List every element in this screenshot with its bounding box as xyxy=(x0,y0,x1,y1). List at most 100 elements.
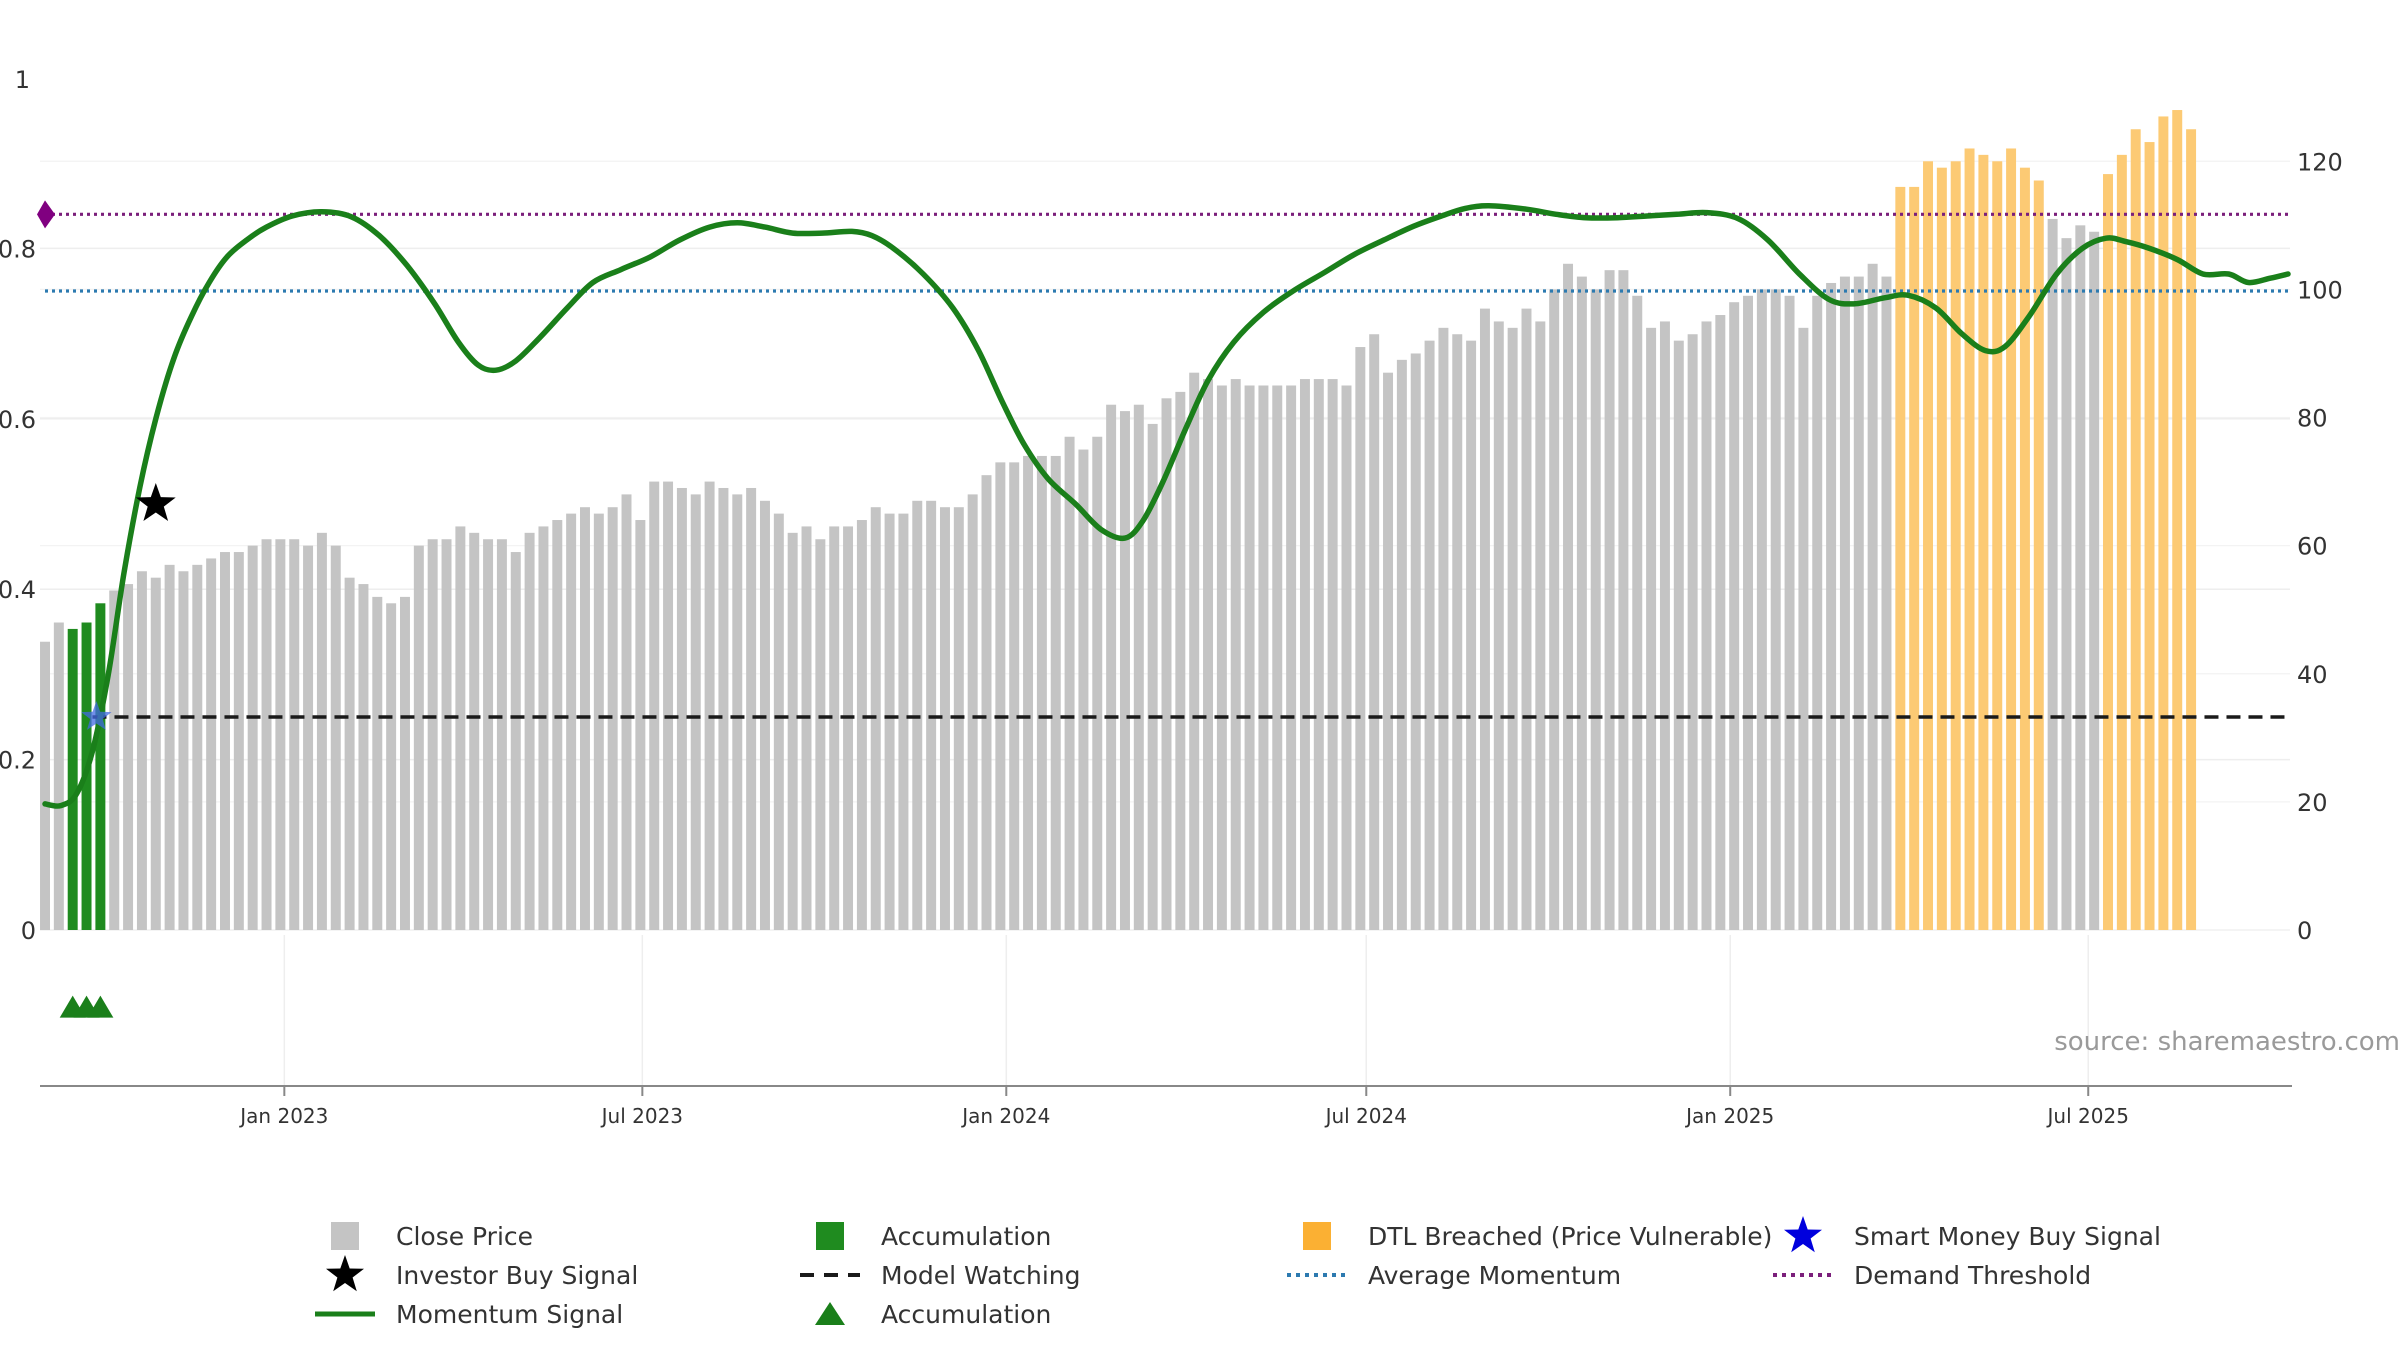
price-bar-close xyxy=(372,596,383,930)
price-bar-close xyxy=(2047,218,2058,930)
price-bar-close xyxy=(1687,334,1698,930)
price-bar-close xyxy=(732,494,743,930)
price-bar-close xyxy=(1355,347,1366,930)
price-bar-close xyxy=(1867,263,1878,930)
signal-markers xyxy=(37,200,176,1018)
price-bar-close xyxy=(233,552,244,930)
price-bar-accumulation xyxy=(95,603,106,930)
price-bar-dtl xyxy=(1923,161,1933,930)
price-bar-close xyxy=(746,487,757,930)
price-bar-close xyxy=(856,520,867,930)
price-bar-close xyxy=(967,494,978,930)
price-bar-accumulation xyxy=(67,628,78,930)
price-bar-close xyxy=(1798,327,1809,931)
price-bar-close xyxy=(663,481,674,930)
price-bar-close xyxy=(1618,270,1629,930)
price-bar-close xyxy=(538,526,549,930)
legend-swatch xyxy=(326,1255,364,1292)
price-bar-close xyxy=(330,545,341,930)
price-bar-close xyxy=(1023,455,1034,930)
price-bar-close xyxy=(1216,385,1227,930)
legend-item-dot-blue: Average Momentum xyxy=(1287,1261,1621,1290)
price-bar-close xyxy=(1590,289,1601,930)
price-bar-close xyxy=(1299,379,1310,931)
price-bar-close xyxy=(1659,321,1670,930)
price-bar-close xyxy=(1632,295,1643,930)
price-bar-close xyxy=(164,564,175,930)
investor-buy-signal-star xyxy=(135,483,176,521)
price-bar-dtl xyxy=(2019,167,2030,930)
price-bar-close xyxy=(1604,270,1615,930)
legend-label: Model Watching xyxy=(881,1261,1081,1290)
legend-item-dot-purple: Demand Threshold xyxy=(1773,1261,2091,1290)
price-bar-close xyxy=(1106,404,1117,931)
price-bar-close xyxy=(1009,462,1020,930)
legend-label: Accumulation xyxy=(881,1222,1051,1251)
price-bar-close xyxy=(649,481,660,930)
x-tick-label: Jul 2025 xyxy=(2046,1104,2129,1128)
legend-swatch xyxy=(816,1222,844,1250)
price-bar-close xyxy=(2061,238,2072,930)
price-bar-close xyxy=(1701,321,1712,930)
legend-item-square-gray: Close Price xyxy=(331,1222,533,1251)
price-bar-close xyxy=(621,494,632,930)
price-bar-close xyxy=(1313,379,1324,931)
price-bar-close xyxy=(483,539,494,930)
price-bar-close xyxy=(1244,385,1255,930)
price-bar-close xyxy=(1452,334,1463,930)
price-bar-close xyxy=(1424,340,1435,930)
momentum-line-group xyxy=(42,203,2291,809)
legend-item-star-black: Investor Buy Signal xyxy=(326,1255,638,1292)
price-bar-dtl xyxy=(1950,161,1961,930)
x-tick-label: Jan 2023 xyxy=(238,1104,328,1128)
price-bar-close xyxy=(690,494,701,930)
price-bar-close xyxy=(2089,231,2100,931)
price-bar-dtl xyxy=(2130,129,2141,930)
legend-item-square-orange: DTL Breached (Price Vulnerable) xyxy=(1303,1222,1772,1251)
price-bar-close xyxy=(1756,289,1767,930)
price-bar-close xyxy=(1826,282,1837,930)
legend-label: Smart Money Buy Signal xyxy=(1854,1222,2161,1251)
price-bar-close xyxy=(1161,398,1172,930)
price-bar-close xyxy=(40,641,50,930)
price-bar-close xyxy=(1507,327,1518,931)
price-bar-close xyxy=(1812,295,1823,930)
price-bar-close xyxy=(1563,263,1574,930)
price-bar-close xyxy=(220,552,230,930)
demand-threshold-marker xyxy=(37,200,55,229)
legend-label: Close Price xyxy=(396,1222,533,1251)
x-tick-label: Jan 2025 xyxy=(1684,1104,1774,1128)
legend-swatch xyxy=(1784,1216,1822,1253)
legend-swatch xyxy=(331,1222,359,1250)
price-bar-close xyxy=(1175,391,1186,930)
price-bar-close xyxy=(400,596,410,930)
price-bar-close xyxy=(635,520,646,930)
price-bar-close xyxy=(1383,372,1394,930)
price-bar-close xyxy=(441,539,452,930)
price-bar-close xyxy=(1881,276,1892,931)
x-tick-label: Jul 2024 xyxy=(1324,1104,1407,1128)
price-bar-close xyxy=(1064,436,1075,930)
price-bars xyxy=(40,110,2197,931)
right-tick-label: 120 xyxy=(2297,148,2343,176)
legend-item-triangle-green: Accumulation xyxy=(815,1300,1051,1329)
price-bar-close xyxy=(510,552,521,930)
price-bar-close xyxy=(275,539,286,930)
price-bar-close xyxy=(1784,295,1795,930)
price-bar-dtl xyxy=(1895,186,1906,930)
price-bar-close xyxy=(178,571,189,930)
price-bar-close xyxy=(1438,327,1449,931)
price-bar-close xyxy=(1272,385,1283,930)
legend-label: Demand Threshold xyxy=(1854,1261,2091,1290)
price-bar-close xyxy=(884,513,895,930)
left-tick-label: 0.6 xyxy=(0,406,36,434)
source-attribution: source: sharemaestro.com xyxy=(2054,1027,2400,1057)
price-bar-close xyxy=(1078,449,1089,930)
price-bar-close xyxy=(1203,379,1214,931)
price-bar-dtl xyxy=(2116,154,2127,930)
price-bar-dtl xyxy=(2186,129,2197,930)
legend-swatch xyxy=(1303,1222,1331,1250)
price-bar-dtl xyxy=(2144,142,2155,930)
